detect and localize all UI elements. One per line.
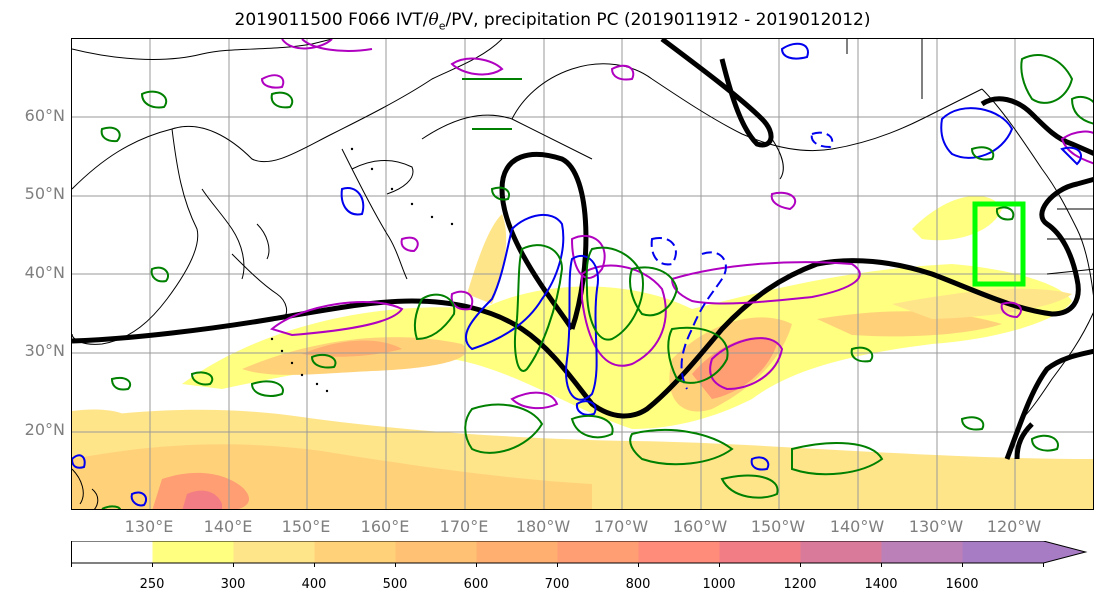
colorbar-tick-label: 1400 bbox=[864, 577, 898, 592]
lon-label: 150°E bbox=[281, 517, 331, 536]
colorbar-swatch bbox=[233, 541, 315, 563]
lat-label: 60°N bbox=[24, 106, 65, 125]
region-highlight-box bbox=[972, 201, 1026, 287]
colorbar-tick-label: 1600 bbox=[945, 577, 979, 592]
lon-label: 130°E bbox=[124, 517, 174, 536]
colorbar-swatch bbox=[395, 541, 477, 563]
colorbar-swatch bbox=[152, 541, 234, 563]
map-title: 2019011500 F066 IVT/θe/PV, precipitation… bbox=[234, 10, 871, 33]
lat-label: 30°N bbox=[24, 341, 65, 360]
lon-label: 160°E bbox=[360, 517, 410, 536]
lon-label: 120°W bbox=[986, 517, 1042, 536]
colorbar-tick-label: 600 bbox=[463, 577, 489, 592]
coastlines bbox=[72, 39, 1093, 509]
island-chains bbox=[270, 147, 454, 393]
colorbar-swatch bbox=[962, 541, 1086, 563]
map-panel bbox=[71, 38, 1094, 510]
precip-pc-contours bbox=[100, 54, 1093, 509]
lon-label: 130°W bbox=[908, 517, 964, 536]
lon-label: 150°W bbox=[750, 517, 806, 536]
colorbar-swatches bbox=[71, 541, 1086, 563]
colorbar-swatch bbox=[71, 541, 153, 563]
colorbar-tick-lines bbox=[71, 563, 1044, 567]
map-canvas bbox=[72, 39, 1093, 509]
colorbar-swatch bbox=[638, 541, 720, 563]
colorbar-swatch bbox=[881, 541, 963, 563]
colorbar-tick-label: 300 bbox=[220, 577, 246, 592]
lat-label: 40°N bbox=[24, 263, 65, 282]
colorbar bbox=[71, 541, 1088, 567]
colorbar-tick-label: 500 bbox=[382, 577, 408, 592]
colorbar-tick-label: 400 bbox=[301, 577, 327, 592]
lon-label: 140°E bbox=[203, 517, 253, 536]
lon-label: 160°W bbox=[672, 517, 728, 536]
lat-label: 50°N bbox=[24, 184, 65, 203]
colorbar-tick-label: 800 bbox=[625, 577, 651, 592]
lon-label: 140°W bbox=[829, 517, 885, 536]
colorbar-tick-label: 1200 bbox=[783, 577, 817, 592]
lon-label: 170°E bbox=[439, 517, 489, 536]
colorbar-swatch bbox=[314, 541, 396, 563]
lon-label: 170°W bbox=[593, 517, 649, 536]
lon-label: 180°W bbox=[515, 517, 571, 536]
colorbar-tick-label: 1000 bbox=[702, 577, 736, 592]
colorbar-swatch bbox=[557, 541, 639, 563]
theta-e-contours bbox=[72, 39, 1093, 460]
colorbar-swatch bbox=[719, 541, 801, 563]
colorbar-swatch bbox=[476, 541, 558, 563]
colorbar-tick-label: 250 bbox=[139, 577, 165, 592]
colorbar-swatch bbox=[800, 541, 882, 563]
colorbar-tick-label: 700 bbox=[544, 577, 570, 592]
pv-positive-contours bbox=[260, 39, 1093, 410]
lat-label: 20°N bbox=[24, 420, 65, 439]
